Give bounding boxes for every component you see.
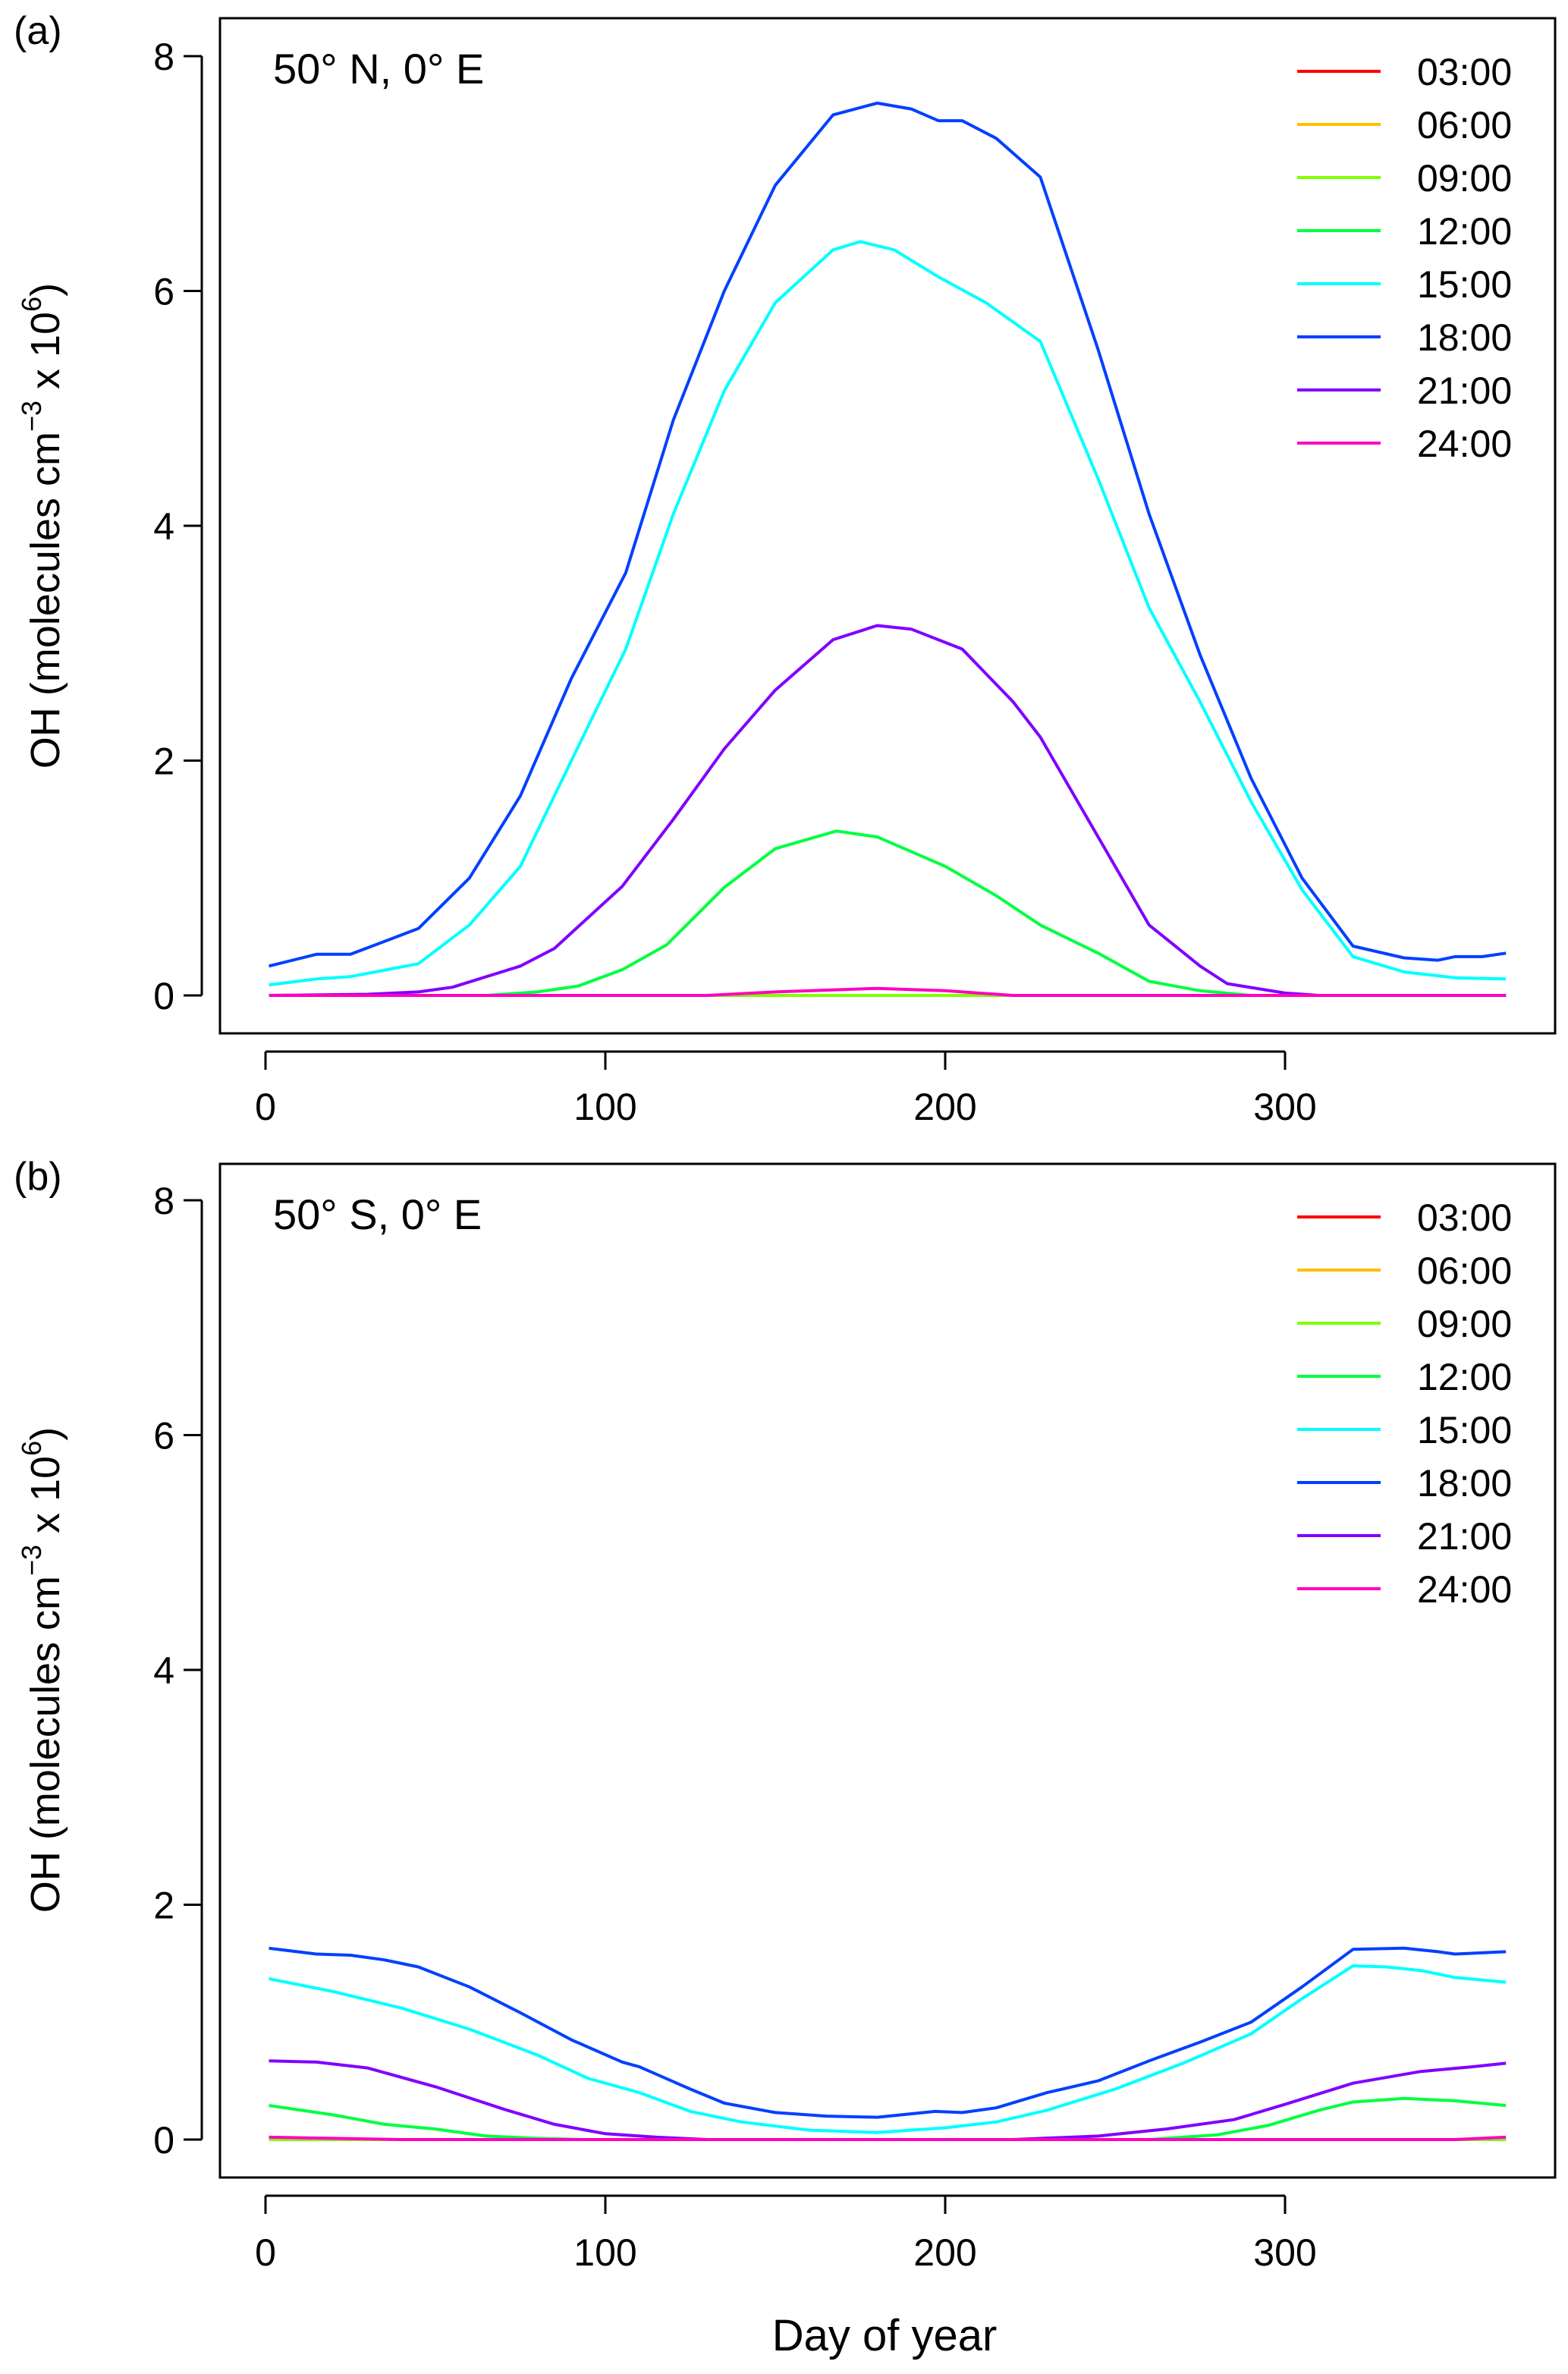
legend-label: 12:00: [1417, 1356, 1512, 1398]
series-line-1200: [269, 2096, 1507, 2141]
series-line-1800: [269, 101, 1507, 968]
legend-label: 15:00: [1417, 263, 1512, 306]
y-tick-label: 6: [153, 1415, 174, 1457]
series-line-2400: [269, 2135, 1507, 2141]
y-tick-label: 2: [153, 740, 174, 783]
panel-label: (b): [14, 1155, 62, 1199]
series-line-1200: [269, 829, 1507, 997]
plot-frame: [218, 17, 1557, 1035]
y-tick-label: 8: [153, 1180, 174, 1222]
legend-label: 06:00: [1417, 104, 1512, 146]
series-line-1500: [269, 1964, 1507, 2134]
x-tick-label: 300: [1253, 1086, 1316, 1128]
y-tick-label: 4: [153, 1649, 174, 1692]
panel-label: (a): [14, 9, 62, 53]
y-axis-label: OH (molecules cm−3 x 106): [16, 283, 68, 769]
legend-label: 12:00: [1417, 210, 1512, 253]
y-axis-label: OH (molecules cm−3 x 106): [16, 1427, 68, 1913]
y-tick-label: 2: [153, 1885, 174, 1927]
y-tick-label: 6: [153, 271, 174, 313]
legend-label: 18:00: [1417, 316, 1512, 359]
y-tick-label: 0: [153, 2119, 174, 2162]
x-tick-label: 0: [255, 2231, 276, 2274]
legend: 03:00 06:00 09:00 12:00 15:00 18:00 21:00 24:00: [1297, 51, 1512, 465]
series-line-2100: [269, 624, 1507, 997]
legend-label: 24:00: [1417, 423, 1512, 465]
series-line-1500: [269, 240, 1507, 987]
x-tick-label: 200: [913, 2231, 976, 2274]
y-tick-label: 8: [153, 36, 174, 78]
plot-frame: [218, 1162, 1557, 2179]
x-tick-label: 100: [573, 2231, 636, 2274]
y-tick-label: 0: [153, 975, 174, 1017]
legend: 03:00 06:00 09:00 12:00 15:00 18:00 21:00 24:00: [1297, 1196, 1512, 1611]
x-axis-label: Day of year: [772, 2311, 998, 2360]
legend-label: 09:00: [1417, 157, 1512, 200]
x-tick-label: 200: [913, 1086, 976, 1128]
panel-title: 50° S, 0° E: [273, 1190, 482, 1238]
legend-label: 21:00: [1417, 1515, 1512, 1558]
legend-label: 18:00: [1417, 1462, 1512, 1505]
panel-title: 50° N, 0° E: [273, 45, 484, 93]
y-tick-label: 4: [153, 505, 174, 548]
legend-label: 24:00: [1417, 1568, 1512, 1611]
series-line-2400: [269, 986, 1507, 997]
legend-label: 03:00: [1417, 51, 1512, 93]
series-line-2100: [269, 2059, 1507, 2141]
x-tick-label: 300: [1253, 2231, 1316, 2274]
legend-label: 09:00: [1417, 1303, 1512, 1345]
x-tick-label: 100: [573, 1086, 636, 1128]
panel-a: (a) OH (molecules cm−3 x 106) 50° N, 0° …: [14, 9, 1557, 1128]
series-line-1800: [269, 1946, 1507, 2119]
x-tick-label: 0: [255, 1086, 276, 1128]
legend-label: 03:00: [1417, 1196, 1512, 1239]
legend-label: 06:00: [1417, 1250, 1512, 1292]
legend-label: 15:00: [1417, 1409, 1512, 1451]
legend-label: 21:00: [1417, 369, 1512, 412]
panel-b: (b) OH (molecules cm−3 x 106) 50° S, 0° …: [14, 1155, 1557, 2360]
